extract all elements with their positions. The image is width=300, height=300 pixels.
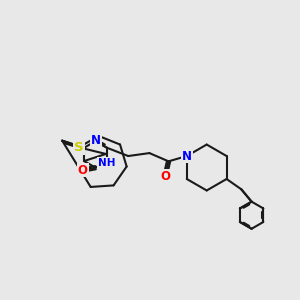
Text: S: S: [74, 141, 84, 154]
Text: N: N: [182, 149, 192, 163]
Text: NH: NH: [98, 158, 116, 167]
Text: N: N: [91, 134, 101, 147]
Text: O: O: [160, 170, 170, 183]
Text: O: O: [78, 164, 88, 176]
